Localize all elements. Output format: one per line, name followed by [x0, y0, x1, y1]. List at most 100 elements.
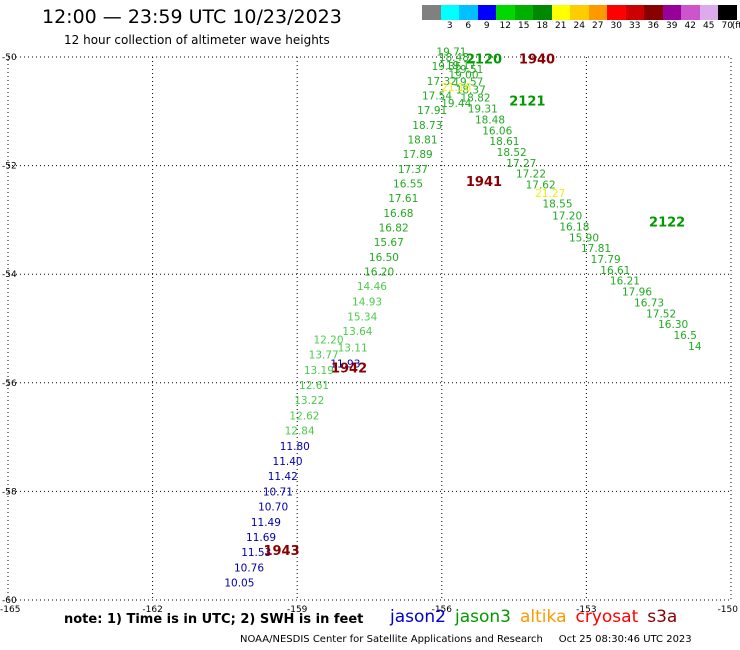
- wave-height-label: 11.40: [273, 456, 303, 468]
- y-tick-label: -56: [2, 379, 17, 389]
- wave-height-label: 17.62: [526, 180, 556, 192]
- credit-line: NOAA/NESDIS Center for Satellite Applica…: [240, 634, 692, 645]
- page-title: 12:00 — 23:59 UTC 10/23/2023: [42, 6, 342, 28]
- wave-height-label: 17.20: [552, 211, 582, 223]
- wave-height-label: 16.50: [369, 252, 399, 264]
- wave-height-label: 17.22: [516, 169, 546, 181]
- legend-swatch: [440, 5, 459, 20]
- wave-height-label: 11.93: [330, 358, 360, 370]
- y-tick-label: -54: [2, 270, 17, 280]
- y-tick-label: -58: [2, 487, 17, 497]
- legend-swatch: [681, 5, 700, 20]
- satellite-name: s3a: [647, 607, 678, 627]
- time-label: 1942: [331, 362, 367, 377]
- wave-height-label: 18.61: [489, 136, 519, 148]
- legend-label: 27: [592, 21, 604, 31]
- legend-swatch: [477, 5, 496, 20]
- legend-label: 24: [573, 21, 585, 31]
- wave-height-label: 16.61: [600, 265, 630, 277]
- wave-height-label: 17.54: [422, 91, 452, 103]
- wave-height-label: 12.61: [299, 380, 329, 392]
- legend-swatch: [459, 5, 478, 20]
- wave-height-label: 18.55: [542, 199, 572, 211]
- legend-swatch: [625, 5, 644, 20]
- wave-height-label: 13.77: [309, 350, 339, 362]
- legend-swatch: [496, 5, 515, 20]
- wave-height-label: 15.90: [569, 232, 599, 244]
- time-label: 2122: [649, 216, 685, 231]
- satellite-name: jason2: [390, 607, 446, 627]
- wave-height-label: 14.46: [357, 281, 387, 293]
- x-tick-label: -159: [287, 605, 308, 615]
- legend-unit-label: (ft): [731, 21, 740, 31]
- legend-label: 12: [499, 21, 511, 31]
- legend-swatch: [607, 5, 626, 20]
- wave-height-label: 17.37: [398, 164, 428, 176]
- legend-swatch: [644, 5, 663, 20]
- wave-height-label: 12.20: [313, 334, 343, 346]
- wave-height-label: 11.42: [268, 471, 298, 483]
- legend-label: 42: [684, 21, 696, 31]
- time-label: 1940: [519, 53, 555, 68]
- wave-height-label: 14.93: [352, 296, 382, 308]
- wave-height-label: 11.49: [251, 517, 281, 529]
- wave-height-label: 10.70: [258, 502, 288, 514]
- wave-height-label: 19.00: [448, 69, 478, 81]
- wave-height-label: 18.82: [461, 93, 491, 105]
- wave-height-label: 21.27: [535, 188, 565, 200]
- x-tick-label: -162: [142, 605, 162, 615]
- wave-height-label: 10.71: [263, 486, 293, 498]
- legend-label: 6: [465, 21, 472, 31]
- wave-height-label: 13.11: [338, 343, 368, 355]
- wave-height-label: 18.48: [439, 52, 469, 64]
- satellite-legend: jason2 jason3 altika cryosat s3a: [390, 607, 686, 627]
- legend-swatch: [699, 5, 718, 20]
- wave-height-label: 10.05: [224, 578, 254, 590]
- x-tick-label: -153: [576, 605, 596, 615]
- wave-height-label: 17.52: [646, 308, 676, 320]
- legend-swatch: [514, 5, 533, 20]
- wave-height-label: 16.18: [559, 221, 589, 233]
- wave-height-label: 16.5: [674, 330, 697, 342]
- wave-height-label: 11.69: [246, 532, 276, 544]
- legend-label: 30: [610, 21, 622, 31]
- wave-height-label: 21.16: [441, 82, 471, 94]
- wave-height-label: 13.22: [294, 395, 324, 407]
- wave-height-label: 19.57: [453, 76, 483, 88]
- legend-swatch: [533, 5, 552, 20]
- wave-height-label: 19.17: [446, 60, 476, 72]
- wave-height-label: 16.21: [610, 276, 640, 288]
- wave-height-label: 16.55: [393, 179, 423, 191]
- wave-height-label: 16.06: [482, 125, 512, 137]
- wave-height-label: 18.48: [475, 114, 505, 126]
- wave-height-label: 10.76: [234, 562, 264, 574]
- satellite-name: jason3: [455, 607, 511, 627]
- legend-label: 3: [446, 21, 453, 31]
- wave-height-label: 19.35: [432, 61, 462, 73]
- time-label: 1941: [466, 175, 502, 190]
- legend-swatch: [718, 5, 737, 20]
- legend-swatch: [588, 5, 607, 20]
- wave-height-label: 17.32: [427, 76, 457, 88]
- y-tick-label: -50: [2, 53, 17, 63]
- wave-height-label: 19.44: [441, 98, 471, 110]
- wave-height-label: 11.53: [241, 547, 271, 559]
- wave-height-label: 17.27: [506, 158, 536, 170]
- time-label: 2121: [509, 94, 545, 109]
- wave-height-label: 12.62: [289, 410, 319, 422]
- legend-label: 33: [629, 21, 641, 31]
- y-tick-label: -52: [2, 162, 17, 172]
- wave-height-label: 17.61: [388, 193, 418, 205]
- wave-height-label: 18.37: [456, 85, 486, 97]
- wave-height-label: 18.52: [497, 147, 527, 159]
- legend-swatch: [662, 5, 681, 20]
- legend-label: 15: [518, 21, 530, 31]
- wave-height-label: 16.73: [634, 297, 664, 309]
- wave-height-label: 13.19: [304, 365, 334, 377]
- legend-label: 9: [483, 21, 490, 31]
- time-label: 1943: [263, 544, 299, 559]
- legend-label: 36: [647, 21, 659, 31]
- wave-height-label: 13.64: [342, 326, 372, 338]
